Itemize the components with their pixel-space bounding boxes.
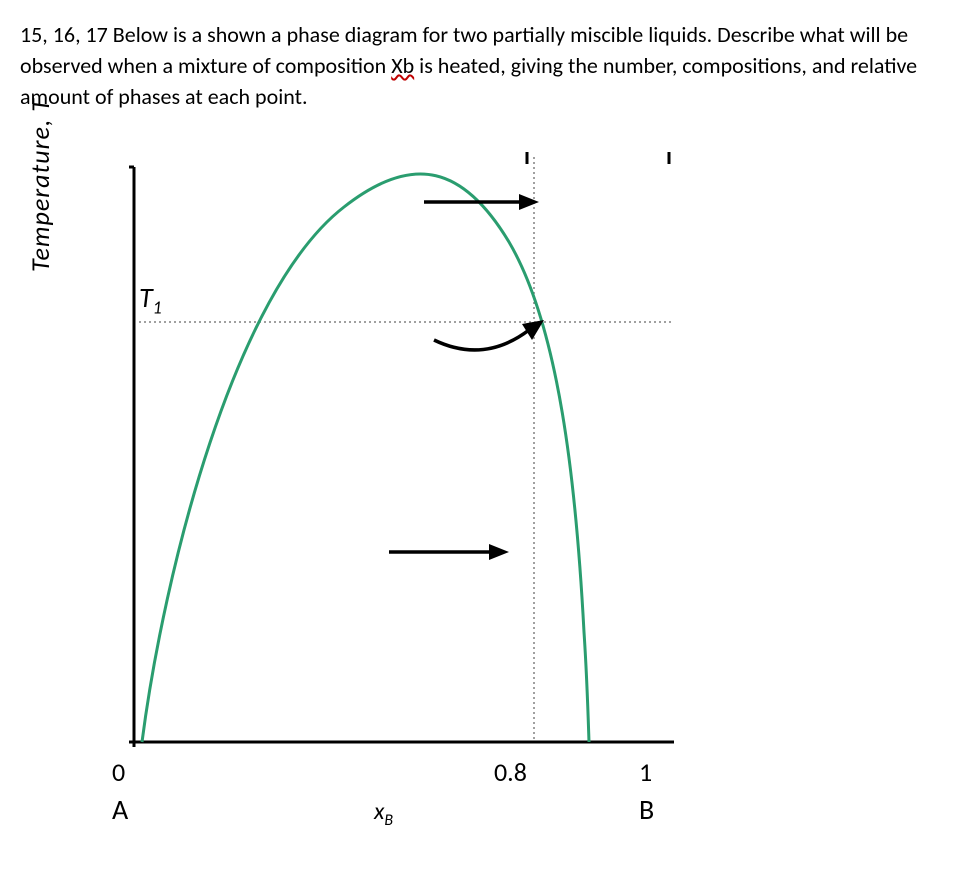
x-tick-1: 1 (639, 756, 652, 788)
xB-x: x (374, 797, 384, 826)
x-tick-08: 0.8 (494, 756, 527, 788)
arrow-middle (434, 330, 529, 350)
y-axis-label: Temperature, T (24, 98, 56, 272)
arrow-middle-head (522, 320, 544, 340)
B-label: B (639, 792, 654, 827)
arrow-top-head (519, 194, 539, 210)
question-xb: Xb (391, 52, 414, 79)
miscibility-curve (142, 174, 589, 742)
question-text: 15, 16, 17 Below is a shown a phase diag… (20, 20, 980, 112)
y-axis-T: T (24, 98, 56, 112)
arrow-bottom-head (489, 544, 509, 560)
x-tick-0: 0 (112, 756, 125, 788)
A-label: A (112, 792, 128, 827)
xB-label: xB (374, 797, 393, 830)
y-axis-label-text: Temperature, (24, 112, 56, 272)
xB-sub: B (384, 811, 393, 830)
plot-svg (114, 152, 694, 772)
plot-area (114, 152, 694, 772)
phase-diagram: Temperature, T T1 (14, 152, 714, 832)
